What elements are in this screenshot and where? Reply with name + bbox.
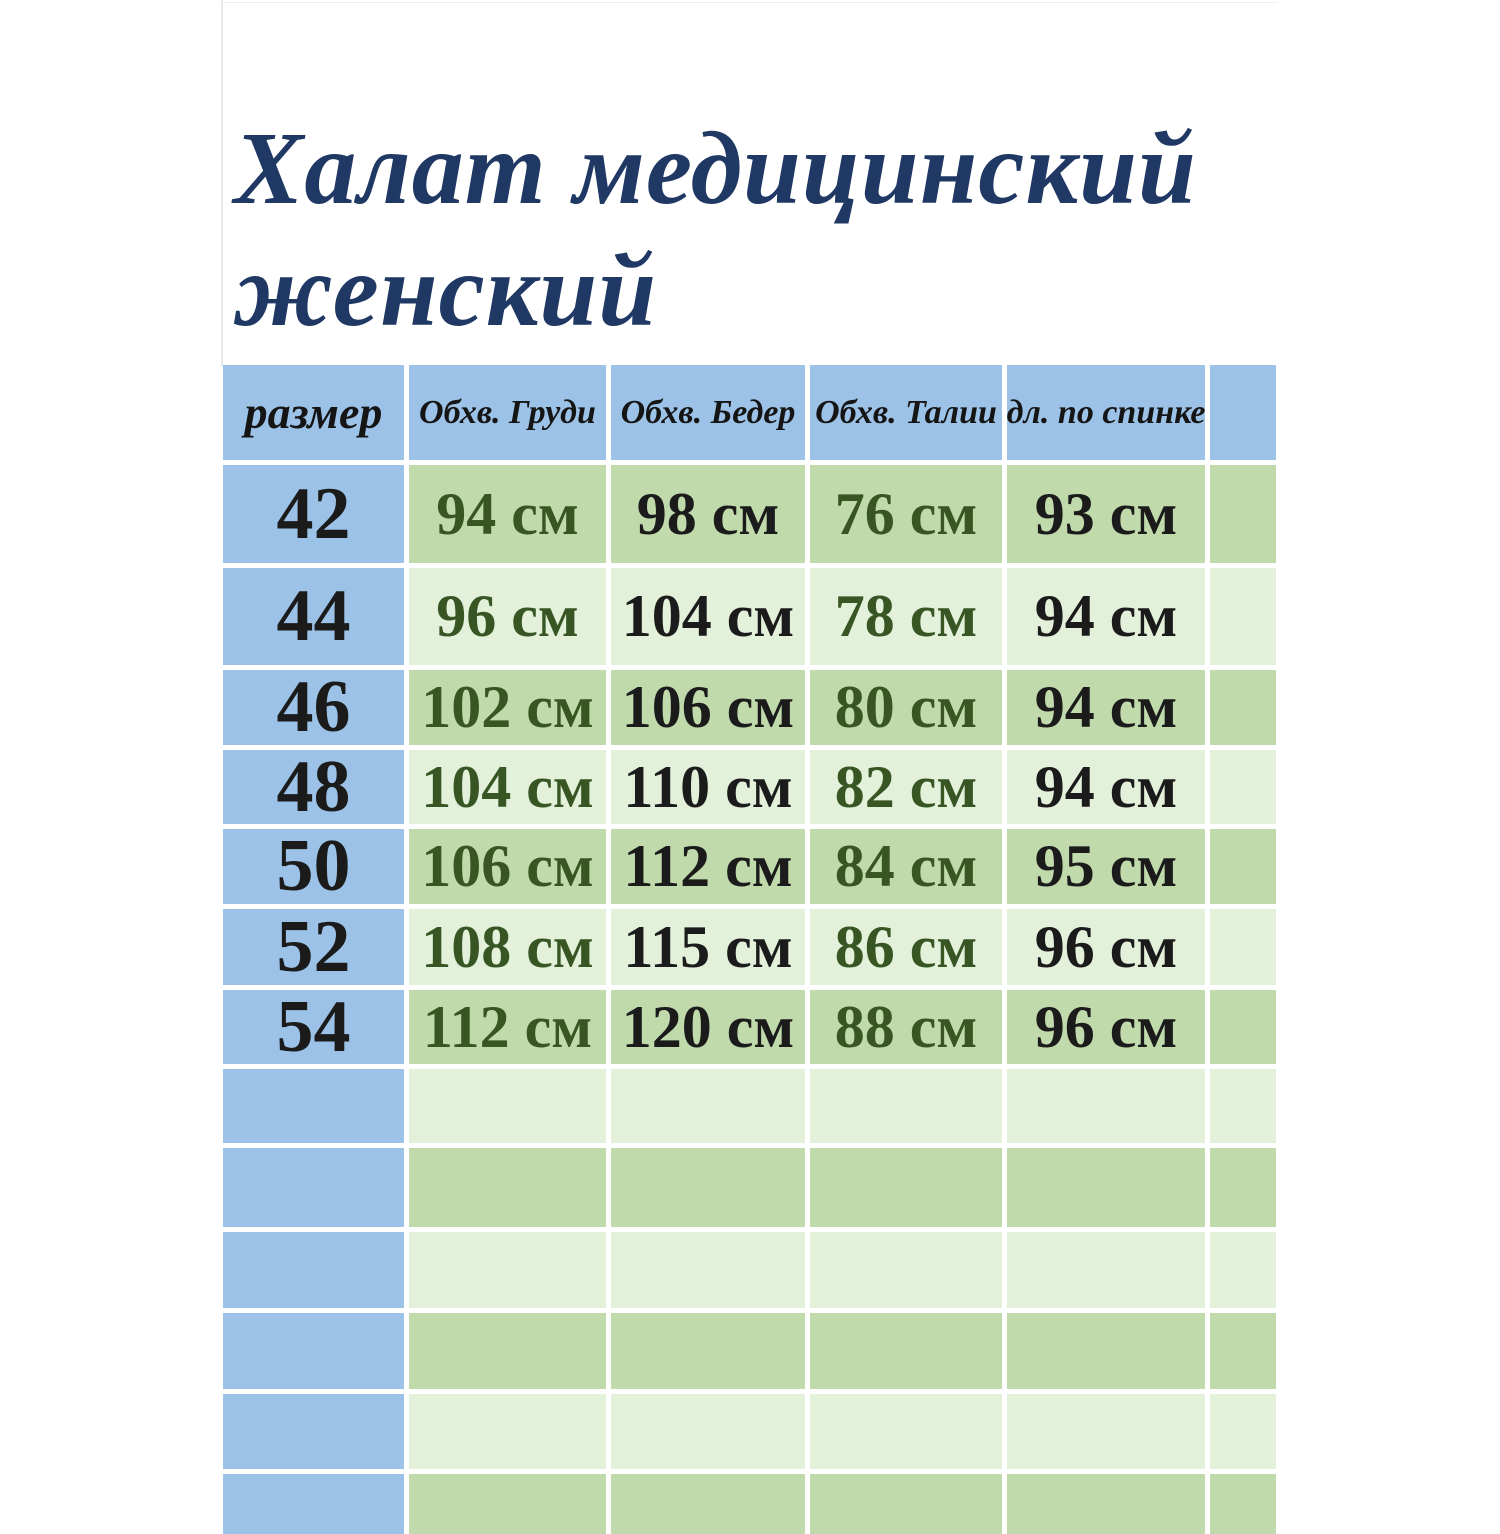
- value-cell-waist: 88 см: [810, 990, 1002, 1064]
- empty-cell: [1007, 1148, 1205, 1227]
- page-title-line2: женский: [234, 232, 658, 348]
- empty-cell: [1210, 1313, 1276, 1389]
- empty-size-cell: [223, 1148, 404, 1227]
- empty-cell: [810, 1394, 1002, 1469]
- value-cell-chest: 106 см: [409, 829, 606, 904]
- value-cell-back-length: 96 см: [1007, 909, 1205, 985]
- row-spacer-cell: [1210, 909, 1276, 985]
- row-spacer-cell: [1210, 750, 1276, 824]
- empty-size-cell: [223, 1069, 404, 1143]
- empty-cell: [1007, 1313, 1205, 1389]
- empty-cell: [1210, 1148, 1276, 1227]
- header-cell-back-length: дл. по спинке: [1007, 365, 1205, 460]
- empty-cell: [810, 1474, 1002, 1534]
- empty-cell: [611, 1313, 805, 1389]
- empty-size-cell: [223, 1313, 404, 1389]
- empty-cell: [409, 1232, 606, 1308]
- empty-cell: [1007, 1232, 1205, 1308]
- page-left-edge: [221, 0, 223, 366]
- value-cell-hips: 106 см: [611, 670, 805, 745]
- value-cell-chest: 94 см: [409, 465, 606, 563]
- empty-cell: [409, 1474, 606, 1534]
- empty-cell: [409, 1394, 606, 1469]
- size-cell: 44: [223, 568, 404, 665]
- size-cell: 52: [223, 909, 404, 985]
- value-cell-back-length: 94 см: [1007, 670, 1205, 745]
- header-spacer-cell: [1210, 365, 1276, 460]
- size-cell: 54: [223, 990, 404, 1064]
- value-cell-chest: 102 см: [409, 670, 606, 745]
- value-cell-waist: 86 см: [810, 909, 1002, 985]
- value-cell-back-length: 94 см: [1007, 568, 1205, 665]
- empty-size-cell: [223, 1232, 404, 1308]
- header-cell-hips: Обхв. Бедер: [611, 365, 805, 460]
- value-cell-back-length: 94 см: [1007, 750, 1205, 824]
- row-spacer-cell: [1210, 990, 1276, 1064]
- size-cell: 42: [223, 465, 404, 563]
- empty-cell: [1210, 1232, 1276, 1308]
- empty-cell: [611, 1232, 805, 1308]
- value-cell-back-length: 93 см: [1007, 465, 1205, 563]
- empty-cell: [1007, 1474, 1205, 1534]
- empty-cell: [409, 1069, 606, 1143]
- value-cell-hips: 112 см: [611, 829, 805, 904]
- empty-cell: [611, 1474, 805, 1534]
- empty-cell: [1210, 1069, 1276, 1143]
- header-cell-size: размер: [223, 365, 404, 460]
- page-top-edge: [222, 2, 1278, 3]
- empty-cell: [810, 1069, 1002, 1143]
- empty-size-cell: [223, 1394, 404, 1469]
- value-cell-back-length: 95 см: [1007, 829, 1205, 904]
- value-cell-waist: 76 см: [810, 465, 1002, 563]
- size-cell: 48: [223, 750, 404, 824]
- empty-cell: [810, 1232, 1002, 1308]
- empty-size-cell: [223, 1474, 404, 1534]
- value-cell-hips: 115 см: [611, 909, 805, 985]
- empty-cell: [1007, 1069, 1205, 1143]
- value-cell-hips: 104 см: [611, 568, 805, 665]
- empty-cell: [611, 1069, 805, 1143]
- header-cell-waist: Обхв. Талии: [810, 365, 1002, 460]
- row-spacer-cell: [1210, 465, 1276, 563]
- empty-cell: [611, 1394, 805, 1469]
- empty-cell: [409, 1148, 606, 1227]
- size-table: размер Обхв. Груди Обхв. Бедер Обхв. Тал…: [223, 365, 1276, 1534]
- empty-cell: [810, 1148, 1002, 1227]
- product-card-page: { "page": { "title_line1": "Халат медици…: [221, 0, 1294, 1534]
- empty-cell: [611, 1148, 805, 1227]
- empty-cell: [409, 1313, 606, 1389]
- value-cell-chest: 104 см: [409, 750, 606, 824]
- row-spacer-cell: [1210, 670, 1276, 745]
- value-cell-waist: 82 см: [810, 750, 1002, 824]
- value-cell-waist: 84 см: [810, 829, 1002, 904]
- empty-cell: [1210, 1394, 1276, 1469]
- value-cell-hips: 120 см: [611, 990, 805, 1064]
- row-spacer-cell: [1210, 568, 1276, 665]
- empty-cell: [810, 1313, 1002, 1389]
- empty-cell: [1210, 1474, 1276, 1534]
- value-cell-hips: 98 см: [611, 465, 805, 563]
- value-cell-waist: 80 см: [810, 670, 1002, 745]
- page-title: Халат медицинский женский: [234, 108, 1294, 351]
- size-cell: 50: [223, 829, 404, 904]
- value-cell-chest: 96 см: [409, 568, 606, 665]
- empty-cell: [1007, 1394, 1205, 1469]
- row-spacer-cell: [1210, 829, 1276, 904]
- header-cell-chest: Обхв. Груди: [409, 365, 606, 460]
- value-cell-waist: 78 см: [810, 568, 1002, 665]
- value-cell-hips: 110 см: [611, 750, 805, 824]
- size-cell: 46: [223, 670, 404, 745]
- value-cell-chest: 112 см: [409, 990, 606, 1064]
- page-title-line1: Халат медицинский: [234, 111, 1197, 226]
- value-cell-chest: 108 см: [409, 909, 606, 985]
- value-cell-back-length: 96 см: [1007, 990, 1205, 1064]
